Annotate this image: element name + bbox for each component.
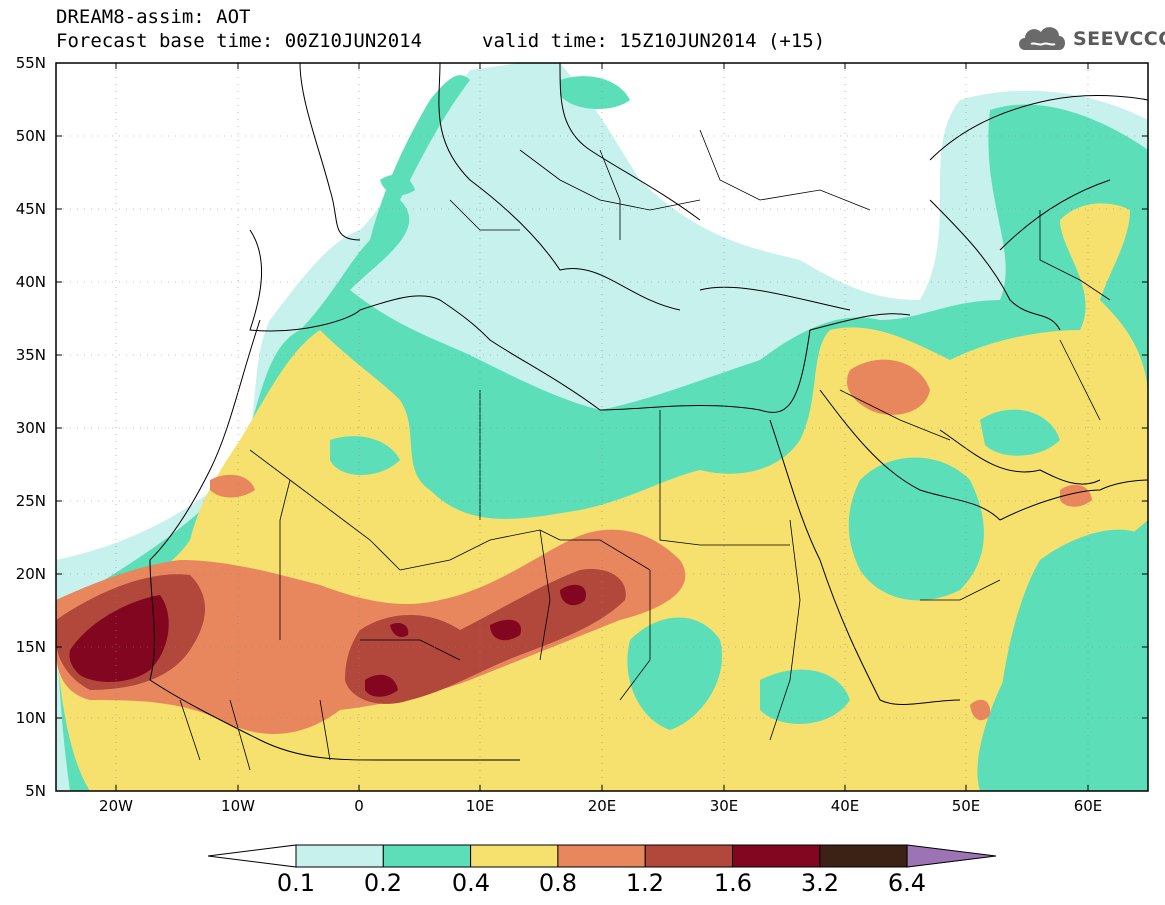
colorbar-label: 0.4 — [451, 869, 491, 897]
forecast-base-time: Forecast base time: 00Z10JUN2014 — [56, 30, 423, 52]
coastlines — [149, 63, 1148, 761]
colorbar-label: 1.6 — [713, 869, 753, 897]
lon-label: 20W — [99, 797, 133, 815]
lat-label: 55N — [15, 54, 46, 72]
graticule — [56, 63, 1148, 791]
lon-label: 60E — [1073, 797, 1103, 815]
lat-label: 20N — [15, 565, 46, 583]
lat-label: 50N — [15, 127, 46, 145]
colorbar-label: 6.4 — [887, 869, 927, 897]
lat-label: 5N — [25, 782, 46, 800]
lon-label: 50E — [951, 797, 981, 815]
lat-label: 45N — [15, 200, 46, 218]
lat-label: 30N — [15, 419, 46, 437]
lon-label: 0 — [354, 797, 364, 815]
colorbar-label: 0.8 — [538, 869, 578, 897]
map-title: DREAM8-assim: AOT — [56, 6, 251, 28]
lon-label: 10E — [465, 797, 495, 815]
lon-label: 10W — [221, 797, 255, 815]
valid-time: valid time: 15Z10JUN2014 (+15) — [482, 30, 826, 52]
seevccc-logo: SEEVCCC — [1015, 22, 1165, 56]
lat-label: 10N — [15, 709, 46, 727]
lat-label: 25N — [15, 492, 46, 510]
country-borders — [179, 129, 1111, 771]
cloud-logo-icon — [1019, 27, 1065, 50]
lon-label: 20E — [587, 797, 617, 815]
lat-label: 35N — [15, 346, 46, 364]
lat-label: 15N — [15, 638, 46, 656]
colorbar-label: 3.2 — [800, 869, 840, 897]
colorbar-label: 1.2 — [625, 869, 665, 897]
logo-text: SEEVCCC — [1073, 28, 1165, 50]
lat-label: 40N — [15, 273, 46, 291]
aot-band-1.6 — [69, 584, 586, 697]
colorbar-label: 0.2 — [363, 869, 403, 897]
lon-label: 30E — [709, 797, 739, 815]
lon-label: 40E — [830, 797, 860, 815]
axis-ticks — [56, 62, 1148, 792]
colorbar-label: 0.1 — [276, 869, 316, 897]
aot-band-0.2-inner — [330, 409, 1148, 791]
